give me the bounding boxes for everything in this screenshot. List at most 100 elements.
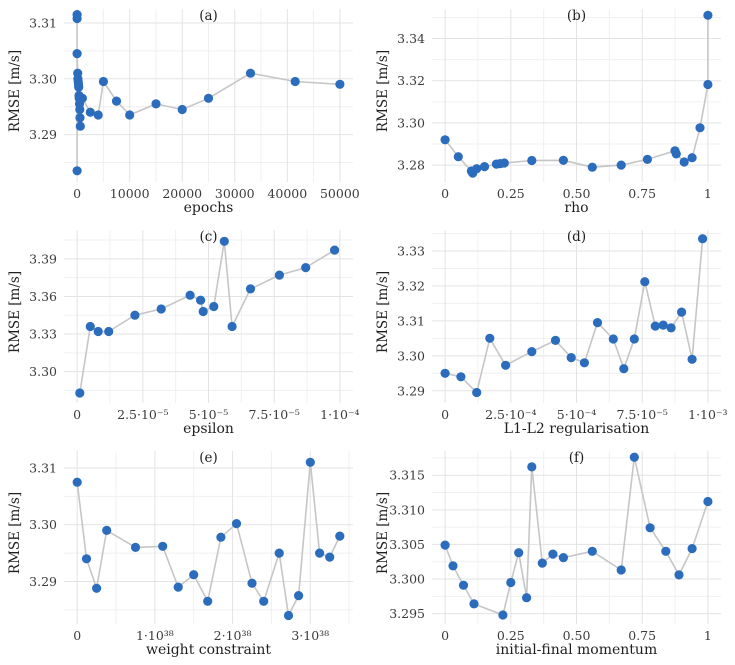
- data-point: [245, 68, 256, 78]
- data-point: [77, 93, 87, 103]
- panel-label-a: (a): [199, 8, 218, 24]
- data-point: [315, 548, 325, 558]
- panel-f: 0 0.25 0.50 0.75 1 3.295 3.300 3.305 3.310 3.315 …: [368, 443, 735, 664]
- y-tick-label: 3.30: [29, 517, 57, 532]
- data-point: [687, 153, 697, 163]
- data-point: [479, 162, 490, 172]
- y-tick-label: 3.315: [389, 468, 425, 483]
- panel-label-c: (c): [199, 229, 218, 245]
- data-point: [231, 519, 242, 529]
- data-point: [642, 154, 652, 164]
- data-point: [245, 284, 256, 294]
- data-point: [522, 593, 532, 603]
- data-point: [537, 558, 547, 568]
- data-point: [247, 578, 257, 588]
- y-tick-label: 3.30: [397, 348, 425, 363]
- data-point: [216, 532, 226, 542]
- data-point: [98, 76, 108, 87]
- data-line: [76, 461, 341, 617]
- chart-canvas-b: 0 0.25 0.50 0.75 1 3.28 3.30 3.32 3.34: [397, 9, 721, 201]
- x-tick-label: 0: [73, 407, 81, 422]
- data-point: [325, 552, 335, 562]
- data-point: [189, 570, 199, 580]
- x-tick-label: 0.25: [497, 628, 525, 643]
- y-tick-label: 3.32: [397, 73, 425, 88]
- x-tick-label: 0.75: [628, 186, 656, 201]
- data-point: [472, 387, 482, 398]
- x-tick-label: 30000: [215, 186, 255, 201]
- data-point: [661, 546, 671, 556]
- data-point: [499, 158, 509, 168]
- data-point: [130, 310, 140, 320]
- data-point: [671, 149, 681, 159]
- chart-canvas-e: 0 1·10³⁸ 2·10³⁸ 3·10³⁸ 3.29 3.30 3.31: [29, 451, 353, 643]
- x-tick-label: 10000: [110, 186, 150, 201]
- x-tick-label: 0: [73, 628, 81, 643]
- data-point: [209, 301, 219, 312]
- y-tick-label: 3.33: [397, 243, 425, 258]
- data-point: [469, 599, 479, 609]
- data-point: [203, 93, 214, 103]
- data-point: [335, 531, 345, 541]
- data-point: [592, 318, 603, 328]
- panel-a: 0 10000 20000 30000 40000 50000 3.29 3.30 3.31 R…: [0, 1, 368, 222]
- y-tick-label: 3.30: [29, 71, 57, 86]
- data-point: [485, 333, 495, 343]
- y-axis-label-b: RMSE [m/s]: [375, 49, 391, 133]
- y-tick-label: 3.305: [389, 537, 425, 552]
- data-point: [185, 290, 195, 300]
- x-tick-label: 5·10⁻⁵: [189, 407, 228, 422]
- data-point: [177, 104, 187, 115]
- data-point: [335, 79, 345, 89]
- data-point: [514, 548, 524, 558]
- y-tick-label: 3.29: [29, 127, 57, 142]
- data-point: [85, 107, 95, 117]
- data-point: [74, 82, 84, 92]
- data-point: [527, 347, 537, 357]
- data-line: [444, 456, 709, 616]
- data-point: [305, 457, 315, 467]
- y-axis-label-e: RMSE [m/s]: [7, 491, 23, 575]
- data-point: [687, 354, 697, 364]
- x-tick-label: 0.75: [628, 628, 656, 643]
- chart-canvas-d: 0 2.5·10⁻⁴ 5·10⁻⁴ 7.5·10⁻⁵ 1·10⁻³ 3.29 3.30 3.3…: [397, 230, 728, 422]
- data-point: [151, 99, 161, 109]
- data-point: [75, 388, 85, 398]
- data-point: [472, 164, 482, 174]
- y-tick-label: 3.32: [397, 278, 425, 293]
- panel-b: 0 0.25 0.50 0.75 1 3.28 3.30 3.32 3.34 RMSE [m/s…: [368, 1, 735, 222]
- data-point: [619, 364, 629, 374]
- x-tick-label: 7.5·10⁻⁵: [248, 407, 299, 422]
- data-point: [629, 334, 639, 344]
- data-point: [608, 334, 618, 344]
- data-point: [506, 577, 516, 588]
- x-tick-label: 0: [73, 186, 81, 201]
- data-point: [301, 263, 311, 273]
- data-point: [498, 610, 508, 620]
- y-tick-label: 3.300: [389, 572, 425, 587]
- data-point: [283, 610, 294, 621]
- data-point: [259, 596, 269, 606]
- data-point: [629, 452, 639, 462]
- data-point: [227, 321, 237, 332]
- panel-label-d: (d): [566, 229, 587, 245]
- data-point: [173, 582, 183, 592]
- x-tick-label: 0.25: [497, 186, 525, 201]
- x-axis-label-b: rho: [564, 200, 589, 216]
- data-point: [458, 580, 469, 590]
- x-tick-label: 20000: [162, 186, 202, 201]
- data-point: [93, 326, 103, 337]
- data-point: [102, 525, 112, 535]
- panel-label-f: (f): [568, 450, 585, 466]
- data-point: [330, 245, 340, 255]
- data-point: [196, 295, 206, 305]
- data-point: [104, 326, 114, 337]
- data-point: [75, 121, 85, 131]
- data-point: [440, 368, 450, 378]
- data-point: [85, 321, 95, 332]
- y-tick-label: 3.310: [389, 502, 425, 517]
- x-axis-label-a: epochs: [183, 200, 234, 216]
- chart-canvas-c: 0 2.5·10⁻⁵ 5·10⁻⁵ 7.5·10⁻⁵ 1·10⁻⁴ 3.30 3.33 3.3…: [29, 230, 360, 422]
- data-point: [677, 307, 687, 317]
